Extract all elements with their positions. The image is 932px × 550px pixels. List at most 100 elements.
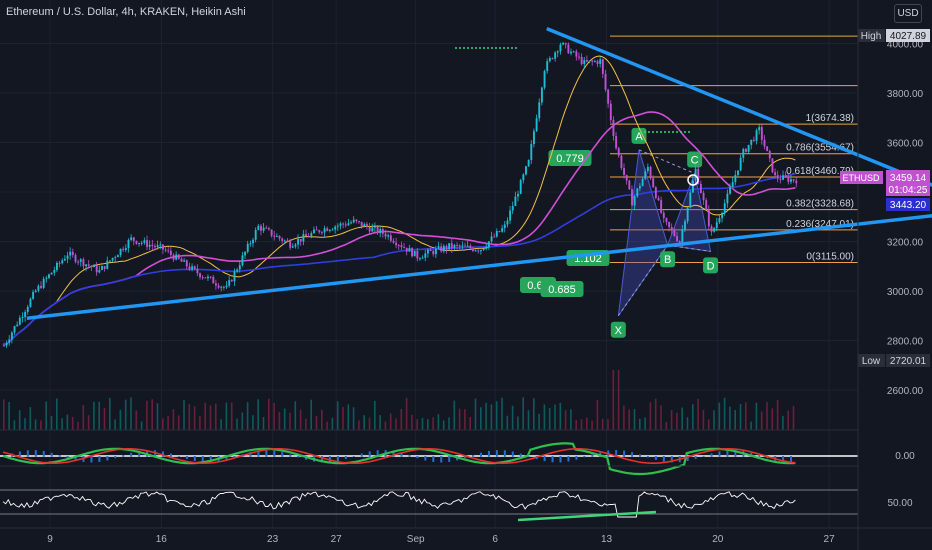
candle-body — [13, 326, 16, 333]
candle-body — [16, 324, 19, 327]
oscillator-histogram-bar — [169, 453, 172, 457]
candle-body — [215, 283, 217, 286]
oscillator-histogram-bar — [273, 450, 276, 457]
candle-body — [363, 224, 366, 227]
volume-bar — [490, 404, 493, 430]
candle-body — [707, 209, 710, 227]
oscillator-histogram-bar — [138, 450, 141, 457]
candle-body — [273, 235, 276, 237]
oscillator-histogram-bar — [591, 454, 594, 457]
candle-body — [130, 237, 133, 240]
volume-bar — [241, 412, 244, 430]
candle-body — [416, 250, 419, 259]
oscillator-histogram-bar — [567, 456, 570, 462]
candle-body — [29, 298, 32, 307]
candle-body — [662, 212, 665, 219]
candle-body — [466, 245, 469, 247]
candle-body — [564, 42, 567, 45]
volume-bar — [707, 419, 710, 430]
oscillator-histogram-bar — [90, 456, 93, 463]
volume-bar — [389, 413, 392, 430]
candle-body — [79, 259, 82, 262]
candle-body — [77, 261, 80, 263]
candle-body — [609, 103, 612, 121]
volume-bar — [591, 420, 593, 430]
candle-body — [498, 231, 501, 233]
volume-bar — [660, 405, 662, 430]
candle-body — [760, 127, 763, 140]
price-tick-label: 3200.00 — [887, 238, 924, 249]
oscillator-histogram-bar — [42, 450, 45, 457]
candle-body — [774, 172, 777, 176]
oscillator-histogram-bar — [336, 456, 339, 462]
candle-body — [442, 245, 445, 252]
volume-bar — [215, 403, 217, 430]
candle-body — [191, 266, 194, 270]
candle-body — [639, 186, 641, 189]
oscillator-histogram-bar — [34, 450, 37, 457]
candle-body — [34, 290, 37, 292]
volume-bar — [527, 410, 530, 430]
candle-body — [713, 228, 716, 232]
candle-body — [323, 228, 326, 233]
candle-body — [784, 175, 787, 177]
candle-body — [596, 61, 599, 64]
candle-body — [159, 244, 162, 246]
oscillator-histogram-bar — [18, 451, 21, 457]
currency-button[interactable]: USD — [894, 4, 922, 23]
candle-body — [615, 135, 618, 149]
candle-body — [434, 248, 437, 255]
oscillator-histogram-bar — [177, 456, 180, 457]
candle-body — [787, 176, 790, 182]
candle-body — [395, 242, 398, 246]
volume-bar — [771, 408, 774, 430]
candle-body — [260, 225, 262, 231]
level-tag-bg — [886, 198, 930, 211]
candle-body — [646, 166, 649, 172]
volume-bar — [103, 407, 106, 430]
candle-body — [734, 174, 737, 183]
volume-bar — [384, 421, 387, 430]
candle-body — [326, 228, 329, 231]
volume-bar — [135, 410, 138, 430]
time-tick-label: 27 — [331, 534, 343, 545]
candle-body — [530, 144, 533, 161]
candle-body — [93, 265, 95, 268]
candle-body — [201, 277, 204, 279]
candle-body — [546, 61, 549, 72]
oscillator-histogram-bar — [519, 453, 522, 457]
volume-bar — [766, 402, 768, 430]
oscillator-histogram-bar — [416, 456, 419, 459]
volume-bar — [45, 401, 47, 430]
candle-body — [26, 306, 29, 312]
volume-bar — [146, 400, 148, 430]
volume-bar — [554, 404, 556, 430]
candle-body — [628, 180, 631, 190]
oscillator-histogram-bar — [440, 456, 443, 463]
candle-body — [53, 269, 56, 273]
volume-bar — [183, 399, 185, 430]
candle-body — [792, 179, 795, 181]
candle-body — [644, 171, 647, 179]
candle-body — [694, 168, 697, 181]
candle-body — [249, 243, 252, 245]
candle-body — [501, 228, 504, 232]
oscillator-histogram-bar — [710, 453, 713, 457]
candle-body — [71, 251, 74, 255]
oscillator-histogram-bar — [472, 455, 475, 457]
candle-body — [752, 139, 755, 141]
candle-body — [177, 254, 180, 259]
price-tick-label: 2800.00 — [887, 337, 924, 348]
volume-bar — [792, 406, 795, 430]
volume-bar — [432, 417, 434, 430]
candle-body — [294, 244, 297, 247]
candle-body — [336, 225, 339, 227]
harmonic-point-a-bg — [631, 127, 647, 144]
candle-body — [140, 242, 143, 244]
candle-body — [236, 269, 239, 272]
candle-body — [790, 179, 792, 182]
harmonic-triangle-bcd — [666, 171, 712, 252]
candle-body — [85, 264, 88, 267]
volume-bar — [734, 410, 736, 430]
